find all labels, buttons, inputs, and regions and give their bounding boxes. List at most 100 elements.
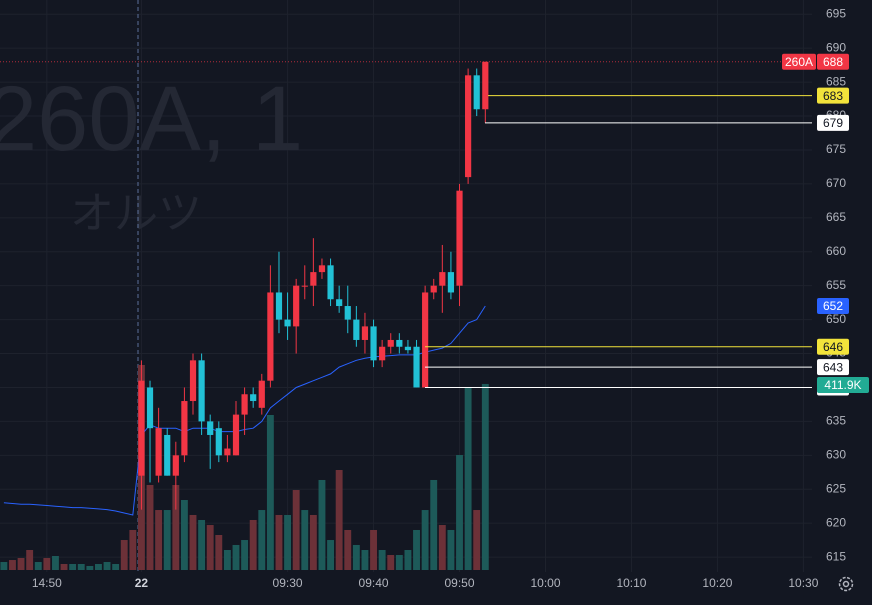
x-tick-label: 09:30 xyxy=(273,576,303,590)
x-tick-label: 10:30 xyxy=(788,576,818,590)
volume-bar xyxy=(309,514,317,570)
volume-bar xyxy=(215,534,223,570)
level-label-box xyxy=(817,338,849,355)
last-price-box xyxy=(817,53,849,70)
volume-bar xyxy=(34,562,42,570)
volume-bar xyxy=(438,525,446,570)
candle-body xyxy=(422,292,429,388)
candle-body xyxy=(396,339,403,347)
volume-bar xyxy=(189,514,197,570)
volume-bar xyxy=(249,520,257,570)
volume-bar xyxy=(421,510,429,570)
volume-bar xyxy=(180,499,188,570)
candle-body xyxy=(181,401,188,456)
volume-bar xyxy=(284,514,292,570)
volume-bar xyxy=(370,529,377,570)
volume-bar xyxy=(378,549,386,570)
candle-body xyxy=(146,387,154,429)
y-tick-label: 625 xyxy=(826,481,846,495)
candle-body xyxy=(430,285,437,293)
candle-body xyxy=(404,346,412,351)
volume-bar xyxy=(481,383,489,570)
volume-bar xyxy=(473,510,481,570)
candle-body xyxy=(293,285,300,327)
y-tick-label: 660 xyxy=(826,244,846,258)
candle-body xyxy=(344,306,351,320)
candle-body xyxy=(456,190,463,286)
volume-bar xyxy=(335,470,343,570)
gear-inner xyxy=(842,580,850,588)
candle-body xyxy=(473,75,480,110)
level-label-box xyxy=(817,114,849,131)
volume-bar xyxy=(456,455,463,570)
watermark: 260A, 1 xyxy=(0,68,303,170)
level-label: 679 xyxy=(823,116,843,130)
volume-bar xyxy=(172,484,180,570)
x-tick-label: 22 xyxy=(135,576,149,590)
y-tick-label: 675 xyxy=(826,142,846,156)
candle-body xyxy=(215,428,222,456)
volume-bar xyxy=(447,529,455,570)
volume-bar xyxy=(120,540,128,570)
candle-body xyxy=(232,414,240,456)
symbol-tag: 260A xyxy=(785,55,813,69)
candle-body xyxy=(379,346,386,361)
level-label: 646 xyxy=(823,340,843,354)
candle-body xyxy=(447,272,455,293)
volume-label-box xyxy=(817,376,869,393)
candle-body xyxy=(465,75,472,178)
volume-bar xyxy=(301,510,309,570)
settings-button[interactable] xyxy=(838,576,854,592)
candle-body xyxy=(310,272,317,286)
candle-body xyxy=(275,292,283,320)
level-label-box xyxy=(817,359,849,376)
volume-bar xyxy=(241,540,249,570)
volume-bar xyxy=(94,563,102,570)
y-tick-label: 670 xyxy=(826,176,846,190)
candle-body xyxy=(172,455,179,476)
x-tick-label: 09:50 xyxy=(445,576,475,590)
y-tick-label: 695 xyxy=(826,6,846,20)
volume-bar xyxy=(43,557,51,570)
volume-bar xyxy=(129,529,137,570)
candle-body xyxy=(370,326,377,361)
candle-body xyxy=(327,265,334,300)
volume-bar xyxy=(275,514,283,570)
y-tick-label: 690 xyxy=(826,40,846,54)
y-tick-label: 685 xyxy=(826,74,846,88)
symbol-tag-box xyxy=(782,53,816,70)
y-tick-label: 635 xyxy=(826,414,846,428)
volume-bar xyxy=(206,525,214,570)
candle-body xyxy=(353,319,360,340)
volume-bar xyxy=(404,549,412,570)
volume-bar xyxy=(352,544,360,570)
volume-bar xyxy=(413,529,420,570)
volume-bar xyxy=(26,549,34,570)
volume-label: 411.9K xyxy=(824,378,861,392)
candle-body xyxy=(198,360,205,422)
candle-body xyxy=(413,346,420,388)
vwap-label-box xyxy=(817,298,849,315)
volume-bar xyxy=(77,563,85,570)
candle-body xyxy=(387,339,394,347)
y-tick-label: 655 xyxy=(826,278,846,292)
y-tick-label: 665 xyxy=(826,210,846,224)
volume-bar xyxy=(9,560,16,570)
volume-bar xyxy=(103,562,111,570)
x-tick-label: 14:50 xyxy=(32,576,62,590)
volume-bar xyxy=(0,562,8,570)
volume-bar xyxy=(327,540,334,570)
candle-body xyxy=(138,380,145,476)
candle-body xyxy=(301,285,308,287)
candle-body xyxy=(482,61,489,110)
volume-bar xyxy=(387,555,395,570)
y-tick-label: 615 xyxy=(826,549,846,563)
candle-body xyxy=(241,394,248,415)
volume-bar xyxy=(163,510,171,570)
candle-body xyxy=(318,265,326,273)
candle-body xyxy=(267,292,274,381)
y-tick-label: 620 xyxy=(826,515,846,529)
volume-bar xyxy=(155,510,163,570)
x-tick-label: 10:20 xyxy=(702,576,732,590)
